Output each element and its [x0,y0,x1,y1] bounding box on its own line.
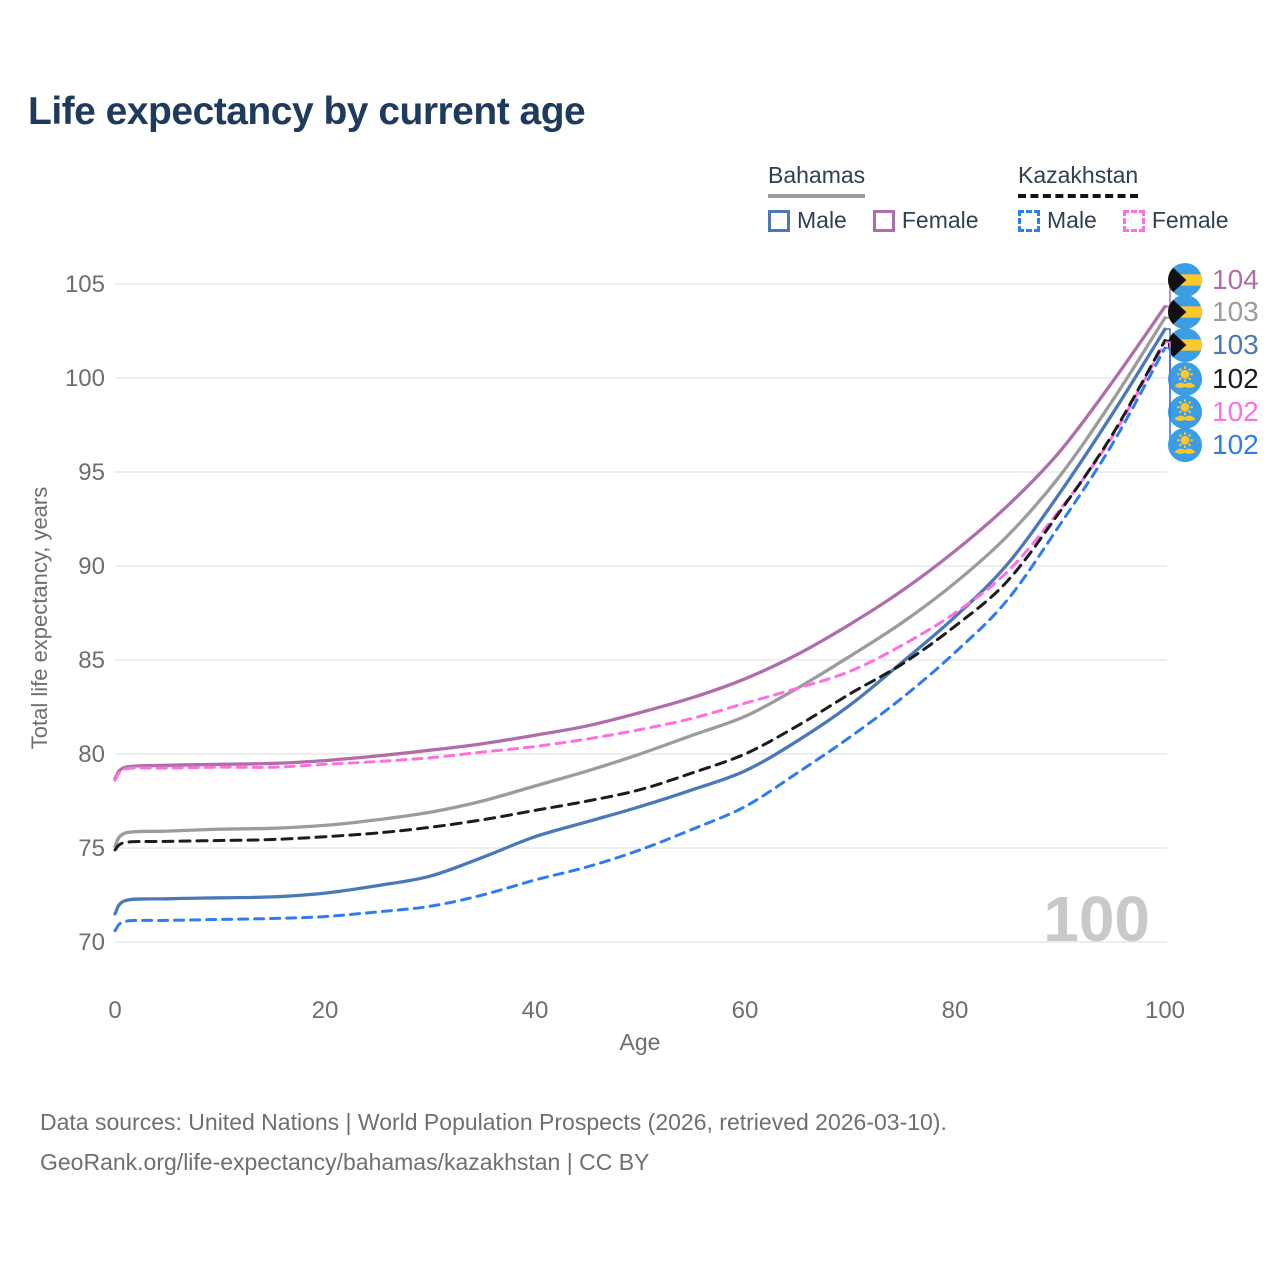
end-value-label-bahamas-both: 103 [1212,296,1259,327]
legend-group-bahamas: Bahamas Male Female [768,162,979,234]
bahamas-male-swatch-icon [768,209,790,232]
y-axis-title: Total life expectancy, years [27,487,52,750]
x-axis-title: Age [620,1029,661,1055]
legend-item-bahamas-male[interactable]: Male [768,207,847,234]
x-tick-label: 60 [732,997,759,1024]
y-tick-label: 95 [78,459,105,486]
x-tick-label: 0 [108,997,121,1024]
legend-item-kazakhstan-male[interactable]: Male [1018,207,1097,234]
end-value-label-bahamas-female: 104 [1212,264,1259,295]
end-label-leader [1165,347,1171,446]
y-tick-label: 85 [78,647,105,674]
x-tick-label: 20 [312,997,339,1024]
legend-item-label: Male [1047,207,1097,233]
series-line-bahamas-female [113,304,1167,781]
y-tick-label: 70 [78,929,105,956]
bahamas-flag-icon [1168,263,1202,297]
y-tick-label: 100 [65,365,105,392]
footer-data-sources: Data sources: United Nations | World Pop… [40,1109,947,1135]
kazakhstan-female-swatch-icon [1122,209,1145,232]
kazakhstan-flag-icon [1168,428,1202,462]
series-line-kazakhstan-both [113,338,1167,852]
kazakhstan-flag-icon [1168,362,1202,396]
series-line-kazakhstan-male [113,346,1167,933]
end-value-label-kazakhstan-female: 102 [1212,396,1259,427]
series-line-kazakhstan-female [113,340,1167,782]
legend-items-kazakhstan: Male Female [1018,207,1229,234]
end-value-label-kazakhstan-male: 102 [1212,429,1259,460]
y-tick-label: 75 [78,835,105,862]
end-value-label-bahamas-male: 103 [1212,329,1259,360]
x-tick-label: 100 [1145,997,1185,1024]
legend-item-label: Female [1151,207,1229,233]
age-watermark: 100 [1043,883,1150,955]
x-tick-label: 40 [522,997,549,1024]
kazakhstan-male-swatch-icon [1018,209,1040,232]
legend-item-kazakhstan-female[interactable]: Female [1122,207,1229,234]
bahamas-flag-icon [1168,328,1202,362]
x-tick-label: 80 [942,997,969,1024]
series-line-bahamas-both [113,316,1167,848]
legend-header-bahamas[interactable]: Bahamas [768,162,866,198]
kazakhstan-flag-icon [1168,395,1202,429]
legend-group-kazakhstan: Kazakhstan Male Female [1018,162,1229,234]
page-title: Life expectancy by current age [28,90,586,133]
legend-item-label: Female [901,207,979,233]
y-tick-label: 90 [78,553,105,580]
legend-item-bahamas-female[interactable]: Female [872,207,979,234]
footer: Data sources: United Nations | World Pop… [40,1102,947,1182]
legend-items-bahamas: Male Female [768,207,979,234]
series-line-bahamas-male [113,327,1167,916]
legend-header-kazakhstan[interactable]: Kazakhstan [1018,162,1139,198]
bahamas-flag-icon [1168,295,1202,329]
y-tick-label: 80 [78,741,105,768]
legend-item-label: Male [797,207,847,233]
legend: Bahamas Male Female Kazakhstan Male [0,162,1280,242]
bahamas-female-swatch-icon [872,209,895,232]
y-tick-label: 105 [65,271,105,298]
footer-attribution: GeoRank.org/life-expectancy/bahamas/kaza… [40,1149,650,1175]
end-value-label-kazakhstan-both: 102 [1212,363,1259,394]
